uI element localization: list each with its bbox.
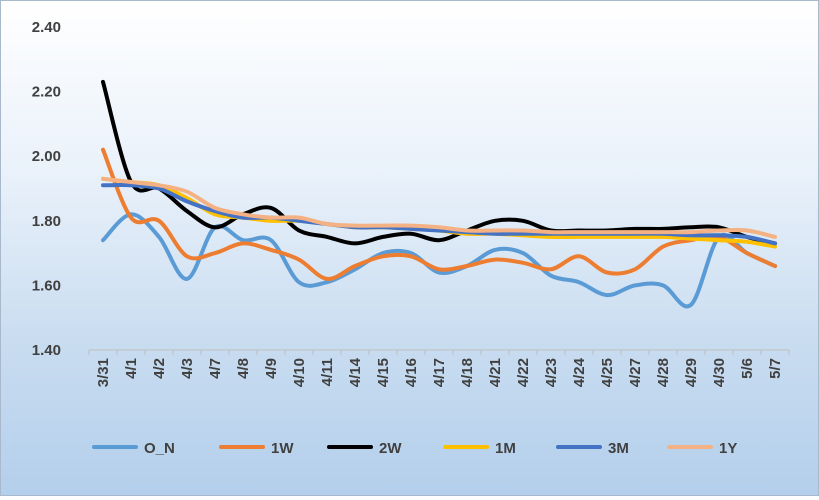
x-tick-label: 4/11 xyxy=(319,358,336,386)
x-tick-label: 4/29 xyxy=(683,358,700,387)
legend-label: 1W xyxy=(271,440,294,457)
x-tick-label: 4/22 xyxy=(515,358,532,387)
x-tick-label: 4/24 xyxy=(571,357,588,387)
legend-label: 1Y xyxy=(719,440,737,457)
y-tick-label: 1.80 xyxy=(32,213,61,230)
x-tick-label: 4/25 xyxy=(599,358,616,387)
series-line-2w xyxy=(101,79,777,246)
x-tick-label: 4/8 xyxy=(235,358,252,379)
y-tick-label: 1.60 xyxy=(32,277,61,294)
x-tick-label: 4/18 xyxy=(459,358,476,387)
x-tick-label: 4/30 xyxy=(711,358,728,387)
x-tick-label: 4/17 xyxy=(431,358,448,387)
x-tick-label: 4/23 xyxy=(543,358,560,387)
x-tick-label: 4/14 xyxy=(347,357,364,387)
legend-label: 1M xyxy=(495,440,516,457)
x-tick-label: 4/9 xyxy=(263,358,280,379)
series-line-1m xyxy=(101,176,777,249)
x-tick-label: 4/27 xyxy=(627,358,644,387)
x-tick-label: 4/10 xyxy=(291,358,308,387)
x-tick-label: 4/1 xyxy=(123,358,140,379)
legend-label: O_N xyxy=(144,440,175,457)
series-line-1w xyxy=(101,147,777,281)
x-tick-label: 5/7 xyxy=(767,358,784,379)
series-line-1y xyxy=(101,176,777,239)
x-tick-label: 4/15 xyxy=(375,358,392,387)
series-line-3m xyxy=(101,183,777,246)
y-tick-label: 2.00 xyxy=(32,148,61,165)
x-tick-label: 4/7 xyxy=(207,358,224,379)
y-tick-label: 2.40 xyxy=(32,19,61,36)
x-tick-label: 4/16 xyxy=(403,358,420,387)
x-tick-label: 5/6 xyxy=(739,358,756,379)
x-tick-label: 4/21 xyxy=(487,358,504,387)
x-tick-label: 4/3 xyxy=(179,358,196,379)
axes: 1.40 1.60 1.80 2.00 2.20 2.40 3/31 4/1 4/2 4/3 4/7… xyxy=(32,19,790,387)
x-tick-label: 4/2 xyxy=(151,358,168,379)
legend-label: 3M xyxy=(608,440,629,457)
y-tick-label: 1.40 xyxy=(32,342,61,359)
plot-area xyxy=(101,79,777,309)
x-tick-label: 4/28 xyxy=(655,358,672,387)
y-tick-label: 2.20 xyxy=(32,84,61,101)
legend-label: 2W xyxy=(379,440,402,457)
legend: O_N 1W 2W 1M 3M 1Y xyxy=(92,440,737,457)
x-tick-label: 3/31 xyxy=(95,358,112,387)
